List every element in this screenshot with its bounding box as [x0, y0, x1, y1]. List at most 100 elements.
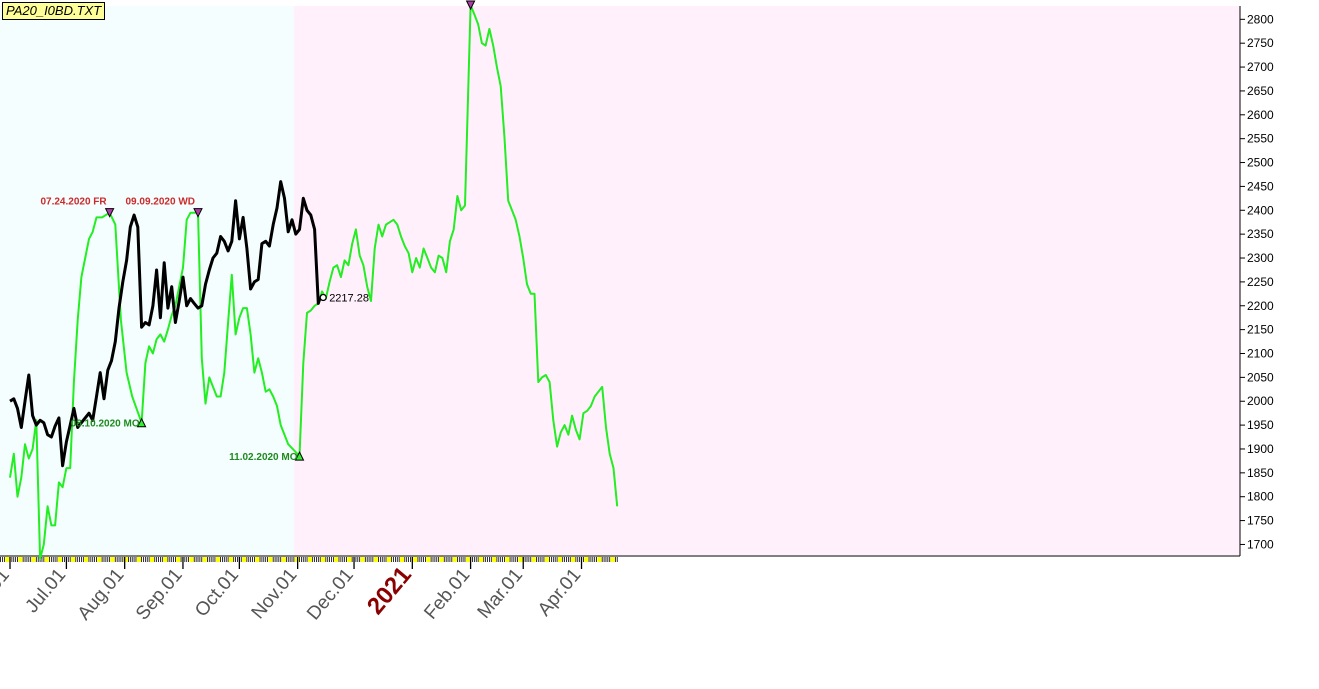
weekend-tick: [610, 557, 613, 562]
weekend-tick: [31, 557, 34, 562]
weekend-tick: [20, 557, 23, 562]
x-month-label: Mar.01: [474, 565, 527, 623]
y-tick-label: 1800: [1247, 490, 1274, 504]
x-month-label: Apr.01: [534, 565, 585, 621]
x-month-label: Oct.01: [191, 565, 243, 621]
weekend-tick: [544, 557, 547, 562]
weekend-tick: [112, 557, 115, 562]
weekend-tick: [492, 557, 495, 562]
weekend-tick: [242, 557, 245, 562]
weekend-tick: [494, 557, 497, 562]
y-tick-label: 2150: [1247, 323, 1274, 337]
weekend-tick: [584, 557, 587, 562]
weekend-tick: [18, 557, 21, 562]
y-tick-label: 2250: [1247, 275, 1274, 289]
weekend-tick: [360, 557, 363, 562]
y-tick-label: 1950: [1247, 418, 1274, 432]
y-tick-label: 2400: [1247, 203, 1274, 217]
weekend-tick: [586, 557, 589, 562]
bottom-annotation-label: 11.02.2020 MO: [229, 452, 298, 463]
x-month-label: Nov.01: [248, 565, 302, 624]
y-tick-label: 1700: [1247, 537, 1274, 551]
y-tick-label: 2750: [1247, 36, 1274, 50]
weekend-tick: [428, 557, 431, 562]
weekend-tick: [573, 557, 576, 562]
weekend-tick: [415, 557, 418, 562]
weekend-tick: [33, 557, 36, 562]
y-tick-label: 2350: [1247, 227, 1274, 241]
weekend-tick: [202, 557, 205, 562]
weekend-tick: [228, 557, 232, 562]
weekend-tick: [125, 557, 128, 562]
weekend-tick: [163, 557, 166, 562]
y-tick-label: 1900: [1247, 442, 1274, 456]
y-tick-label: 2600: [1247, 108, 1274, 122]
weekend-tick: [99, 557, 102, 562]
bottom-marker: [136, 417, 147, 428]
weekend-tick: [559, 557, 563, 562]
y-tick-label: 2000: [1247, 394, 1274, 408]
weekend-tick: [439, 557, 442, 562]
weekend-tick: [321, 557, 324, 562]
past-region: [0, 6, 294, 555]
weekend-tick: [281, 557, 284, 562]
y-tick-label: 2200: [1247, 299, 1274, 313]
weekend-tick: [189, 557, 192, 562]
y-tick-label: 2650: [1247, 84, 1274, 98]
series-lines: 2217.28: [9, 4, 619, 560]
weekend-tick: [546, 557, 549, 562]
weekend-tick: [375, 557, 378, 562]
weekend-tick: [531, 557, 534, 562]
weekend-tick: [165, 557, 168, 562]
weekend-tick: [441, 557, 444, 562]
weekend-tick: [268, 557, 271, 562]
weekend-tick: [507, 557, 510, 562]
weekend-tick: [612, 557, 615, 562]
top-annotation-label: 07.24.2020 FR: [40, 197, 107, 208]
weekend-tick: [255, 557, 258, 562]
y-tick-label: 2300: [1247, 251, 1274, 265]
weekend-tick: [599, 557, 602, 562]
weekend-tick: [362, 557, 365, 562]
x-month-label: Jun.01: [0, 565, 14, 622]
x-axis-ticks: [0, 555, 1240, 569]
weekend-tick: [257, 557, 260, 562]
weekend-tick: [138, 557, 141, 562]
weekend-tick: [520, 557, 523, 562]
x-month-label: Jul.01: [22, 565, 71, 617]
y-axis: 1700 1750 1800 1850 1900 1950 2000 2050 2100 2150…: [1239, 6, 1274, 556]
weekend-tick: [178, 557, 181, 562]
weekend-tick: [97, 557, 100, 562]
weekend-tick: [215, 557, 218, 562]
y-tick-label: 2800: [1247, 12, 1274, 26]
weekend-tick: [204, 557, 207, 562]
tick-strip: [0, 555, 1240, 567]
y-tick-label: 1750: [1247, 514, 1274, 528]
weekend-tick: [176, 557, 179, 562]
weekend-tick: [334, 557, 337, 562]
bottom-annotation-label: 08.10.2020 MO: [71, 419, 140, 430]
x-month-label: Dec.01: [303, 565, 358, 625]
weekend-tick: [71, 557, 74, 562]
weekend-tick: [479, 557, 482, 562]
weekend-tick: [465, 557, 469, 562]
annotations: 07.24.2020 FR 08.10.2020 MO 09.09.2020 WD 1…: [40, 0, 476, 463]
x-axis-labels: Jun.01 Jul.01 Aug.01 Sep.01 Oct.01 Nov.01 Dec.…: [0, 562, 585, 625]
weekend-tick: [401, 557, 405, 562]
weekend-tick: [270, 557, 273, 562]
x-month-label: Feb.01: [420, 565, 474, 624]
weekend-tick: [467, 557, 470, 562]
file-title: PA20_I0BD.TXT: [2, 2, 106, 20]
top-annotation-label: 09.09.2020 WD: [126, 197, 196, 208]
weekend-tick: [454, 557, 457, 562]
background-regions: [0, 6, 1240, 555]
weekend-tick: [151, 557, 155, 562]
forecast-region: [293, 6, 1240, 555]
weekend-tick: [230, 557, 234, 562]
top-marker: [465, 0, 476, 11]
weekend-tick: [57, 557, 61, 562]
weekend-tick: [217, 557, 220, 562]
top-marker: [193, 208, 203, 218]
top-marker: [104, 208, 115, 218]
